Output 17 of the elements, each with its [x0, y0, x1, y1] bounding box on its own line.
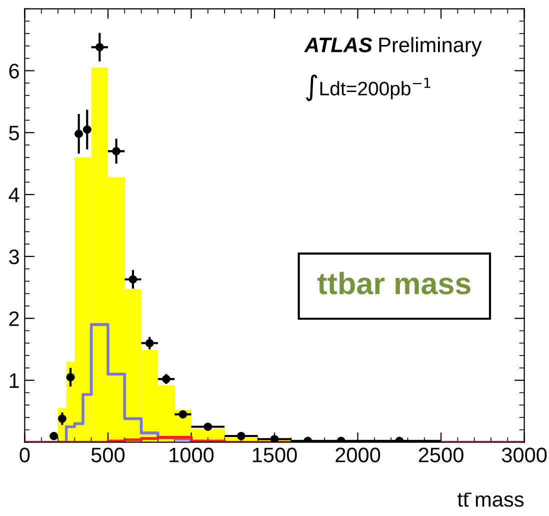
x-tick-label: 0 [20, 448, 30, 462]
y-tick-label: 4 [8, 188, 20, 202]
annotation: ∫Ldt=200pb$^{−1}$ [306, 74, 430, 102]
x-tick-label: 1500 [252, 448, 297, 462]
annotation: ttbar mass [318, 272, 470, 294]
y-tick-label: 1 [10, 374, 19, 388]
y-tick-label: 6 [9, 64, 19, 78]
x-tick-label: 1000 [170, 448, 214, 462]
annotation: ATLAS Preliminary [304, 37, 482, 56]
x-tick-label: 2000 [336, 448, 380, 462]
y-tick-label: 3 [9, 249, 19, 264]
x-tick-label: 3000 [502, 448, 547, 462]
y-tick-label: 5 [9, 126, 19, 140]
y-tick-label: 2 [9, 311, 19, 326]
x-tick-label: 2500 [418, 448, 464, 462]
x-tick-label: 500 [91, 448, 125, 462]
x-axis-title: tt̄ mass [457, 492, 524, 507]
